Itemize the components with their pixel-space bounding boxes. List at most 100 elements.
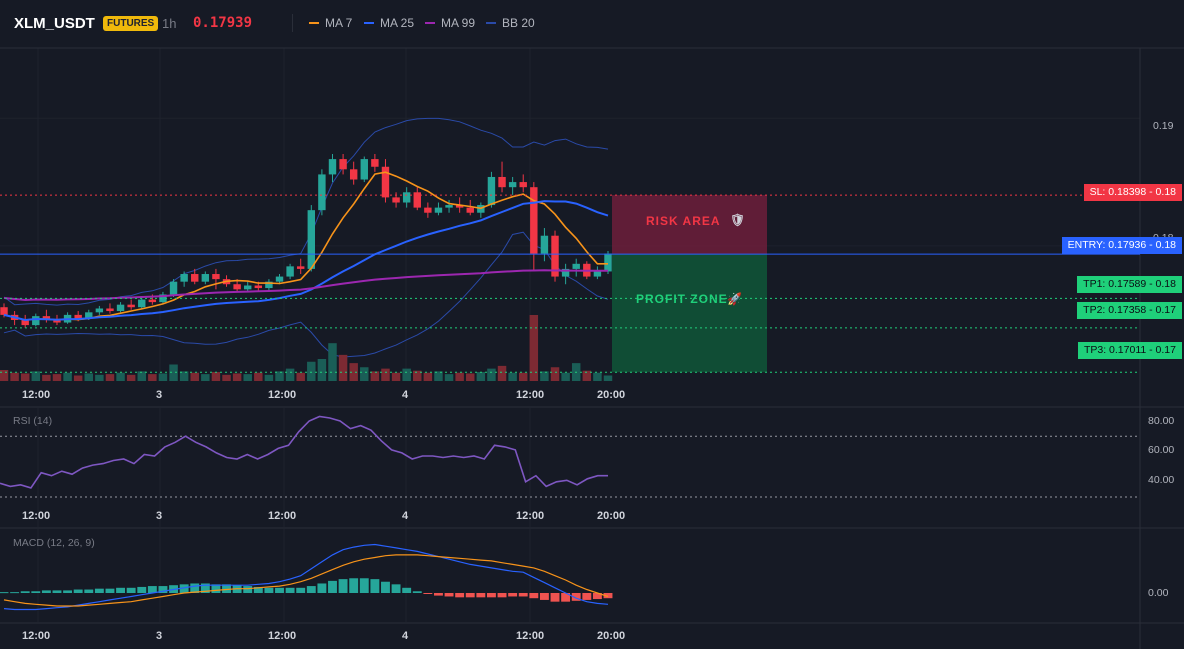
candle-body <box>127 304 135 308</box>
macd-hist-bar <box>31 591 41 593</box>
legend-ma25-label: MA 25 <box>380 16 415 30</box>
macd-hist-bar <box>84 589 94 593</box>
candle-body <box>296 266 305 269</box>
macd-hist-bar <box>328 580 337 593</box>
candle-body <box>191 274 199 282</box>
entry-label: ENTRY: 0.17936 - 0.18 <box>1061 237 1182 254</box>
candle-body <box>74 314 82 319</box>
volume-bar <box>190 372 199 381</box>
legend-bb20[interactable]: BB 20 <box>486 16 535 30</box>
candle-body <box>85 312 93 319</box>
xtick-rsi-2: 12:00 <box>268 510 297 522</box>
macd-hist-bar <box>275 587 284 593</box>
candle-body <box>466 207 474 213</box>
macd-hist-bar <box>455 593 465 598</box>
ma7-swatch <box>309 22 319 24</box>
macd-hist-bar <box>370 579 380 593</box>
macd-hist-bar <box>147 586 157 593</box>
volume-bar <box>413 370 422 381</box>
candle-body <box>392 197 400 203</box>
profit-zone-box <box>612 254 767 373</box>
tp2-label: TP2: 0.17358 - 0.17 <box>1077 302 1182 319</box>
xtick-rsi-3: 4 <box>402 510 409 522</box>
rsi-tick-40: 40.00 <box>1148 474 1175 486</box>
volume-bar <box>0 370 9 381</box>
macd-hist-bar <box>359 578 369 593</box>
macd-hist-bar <box>508 593 518 597</box>
bollinger-bands <box>3 117 609 358</box>
macd-hist-bar <box>10 592 20 594</box>
candle-body <box>339 159 347 170</box>
macd-hist-bar <box>158 586 168 593</box>
bb-upper <box>3 117 609 306</box>
candle-body <box>561 268 570 277</box>
candle-body <box>95 308 104 313</box>
candle-body <box>212 274 220 280</box>
volume-bar <box>487 368 496 381</box>
macd-hist-bar <box>317 583 327 593</box>
macd-hist-bar <box>465 593 475 598</box>
level-lines <box>0 194 1140 373</box>
macd-hist-bar <box>63 590 73 593</box>
macd-hist-bar <box>476 593 486 598</box>
macd-hist-bar <box>211 584 221 593</box>
volume-bar <box>381 368 390 381</box>
volume-bar <box>434 371 443 381</box>
rsi-tick-80: 80.00 <box>1148 415 1175 427</box>
macd-hist-bar <box>539 593 549 600</box>
volume-bar <box>169 364 178 381</box>
candle-body <box>169 281 178 295</box>
timeframe-label[interactable]: 1h <box>162 16 177 31</box>
macd-hist-bar <box>126 587 136 593</box>
candle-body <box>530 187 538 254</box>
legend-ma7[interactable]: MA 7 <box>309 16 352 30</box>
xtick-macd-1: 3 <box>156 630 163 642</box>
macd-title: MACD (12, 26, 9) <box>13 537 95 549</box>
candle-body <box>487 176 496 206</box>
candle-body <box>138 299 146 308</box>
macd-hist-bar <box>264 587 274 593</box>
macd-hist-bar <box>41 590 51 593</box>
rsi-line <box>0 415 608 489</box>
volume-bar <box>402 368 411 381</box>
candle-body <box>233 284 241 290</box>
profit-zone-label: PROFIT ZONE <box>636 292 728 306</box>
rsi-pane <box>0 415 1140 498</box>
volume-bar <box>42 374 51 381</box>
macd-hist-bar <box>105 588 115 593</box>
volume-bar <box>52 374 62 381</box>
volume-bar <box>328 343 337 381</box>
macd-hist-bar <box>423 593 433 594</box>
volume-bar <box>476 372 486 381</box>
macd-hist-bar <box>73 589 83 593</box>
xtick-rsi-5: 20:00 <box>597 510 626 522</box>
candle-body <box>508 182 517 188</box>
candle-body <box>116 304 125 312</box>
candle-body <box>148 299 157 303</box>
macd-hist-bar <box>0 592 9 594</box>
macd-hist-bar <box>116 587 126 593</box>
volume-bar <box>603 375 613 381</box>
volume-bar <box>466 373 475 381</box>
macd-hist-bar <box>550 593 560 602</box>
xtick-main-1: 3 <box>156 389 163 401</box>
volume-bar <box>518 372 528 381</box>
macd-hist-bar <box>582 593 592 600</box>
volume-bar <box>508 372 517 381</box>
macd-hist-bar <box>592 593 602 600</box>
legend-ma99[interactable]: MA 99 <box>425 16 475 30</box>
grid-lines <box>0 47 1184 649</box>
macd-hist-bar <box>412 591 422 593</box>
volume-bar <box>243 374 252 381</box>
symbol-name[interactable]: XLM_USDT <box>14 15 95 32</box>
xtick-rsi-0: 12:00 <box>22 510 51 522</box>
risk-area-box <box>612 195 767 255</box>
legend-ma25[interactable]: MA 25 <box>364 16 414 30</box>
header-divider <box>292 14 293 32</box>
candle-body <box>593 271 602 277</box>
xtick-main-2: 12:00 <box>268 389 297 401</box>
macd-hist-bar <box>444 593 454 597</box>
moving-averages <box>3 171 609 322</box>
chart-header: XLM_USDT FUTURES 1h 0.17939 MA 7 MA 25 M… <box>0 0 1184 48</box>
